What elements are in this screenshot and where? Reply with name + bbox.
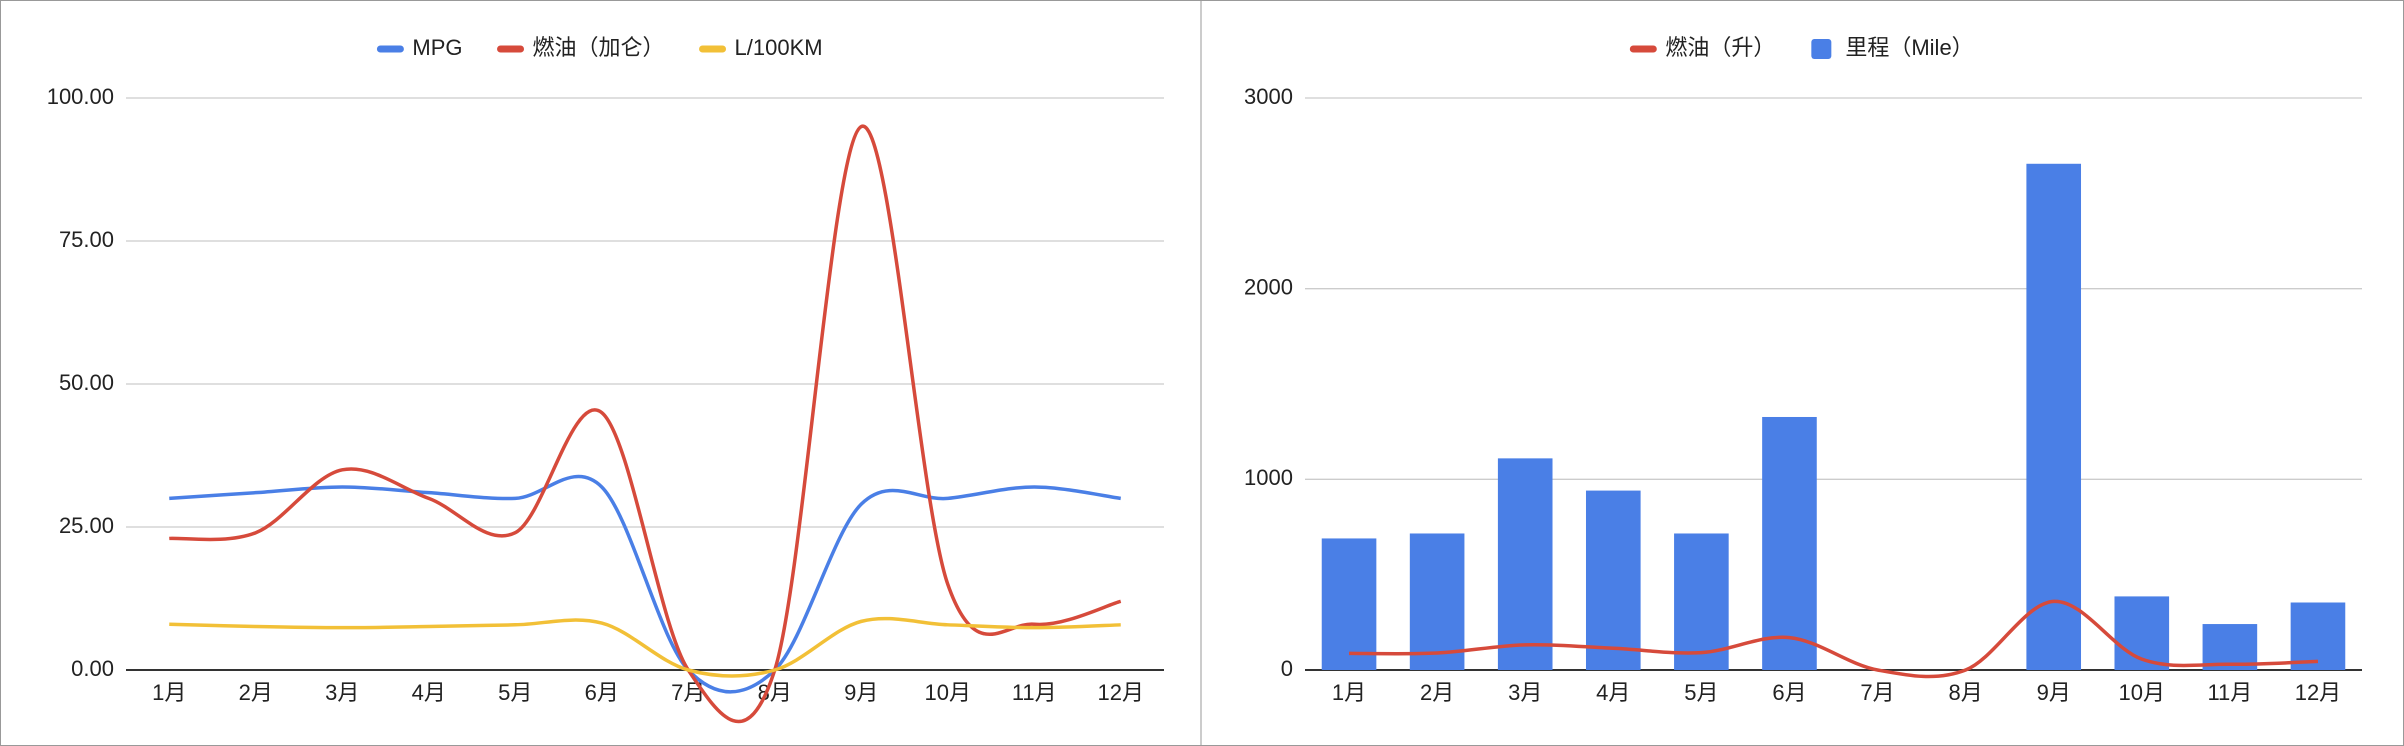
- line: [169, 616, 1121, 678]
- x-tick-label: 9月: [844, 680, 878, 705]
- legend: 燃油（升） 里程（Mile）: [1629, 35, 1974, 60]
- x-tick-label: 9月: [2037, 680, 2071, 705]
- y-tick-label: 75.00: [59, 227, 114, 252]
- y-tick-label: 3000: [1244, 84, 1293, 109]
- x-tick-label: 11月: [2207, 680, 2252, 705]
- legend-label: 燃油（加仑）: [533, 35, 665, 60]
- x-tick-label: 7月: [1860, 680, 1894, 705]
- bar: [2290, 602, 2346, 670]
- line: [169, 474, 1121, 694]
- x-tick-label: 6月: [1772, 680, 1806, 705]
- x-tick-label: 3月: [1508, 680, 1542, 705]
- bar: [1497, 458, 1553, 670]
- x-tick-label: 12月: [2295, 680, 2341, 705]
- bar: [1409, 533, 1465, 670]
- x-tick-label: 1月: [152, 680, 186, 705]
- y-tick-label: 1000: [1244, 465, 1293, 490]
- bar: [1321, 538, 1377, 670]
- x-tick-label: 2月: [239, 680, 273, 705]
- legend: MPG 燃油（加仑） L/100KM: [376, 35, 823, 60]
- line: [1349, 599, 2319, 679]
- legend-label: MPG: [412, 35, 462, 60]
- x-tick-label: 11月: [1012, 680, 1057, 705]
- y-tick-label: 100.00: [47, 84, 114, 109]
- x-tick-label: 1月: [1332, 680, 1366, 705]
- legend-label: L/100KM: [735, 35, 823, 60]
- x-tick-label: 6月: [585, 680, 619, 705]
- x-tick-label: 2月: [1420, 680, 1454, 705]
- x-tick-label: 8月: [1949, 680, 1983, 705]
- y-tick-label: 0: [1281, 656, 1293, 681]
- legend-label: 燃油（升）: [1665, 35, 1775, 60]
- lines: [169, 124, 1122, 724]
- lines: [1349, 599, 2319, 679]
- x-tick-label: 4月: [1596, 680, 1630, 705]
- bar: [1585, 490, 1641, 670]
- y-tick-label: 2000: [1244, 274, 1293, 299]
- x-tick-label: 4月: [412, 680, 446, 705]
- x-tick-label: 12月: [1098, 680, 1144, 705]
- line: [169, 124, 1122, 724]
- x-tick-label: 10月: [925, 680, 971, 705]
- chart: 0 1000 2000 3000 1月 2月 3月 4月 5月 6月 7月 8月 9月 10月 11月 12月…: [1244, 35, 2362, 705]
- x-tick-label: 10月: [2119, 680, 2165, 705]
- bar: [1762, 416, 1817, 670]
- y-tick-label: 0.00: [71, 656, 114, 681]
- y-tick-label: 25.00: [59, 513, 114, 538]
- bar: [2026, 163, 2082, 670]
- bar: [1674, 533, 1729, 670]
- x-tick-label: 5月: [1684, 680, 1718, 705]
- legend-label: 里程（Mile）: [1845, 35, 1973, 60]
- x-tick-label: 7月: [671, 680, 705, 705]
- y-tick-label: 50.00: [59, 370, 114, 395]
- x-tick-label: 5月: [498, 680, 532, 705]
- legend-swatch: [1811, 39, 1832, 59]
- bar: [2202, 624, 2258, 670]
- x-tick-label: 3月: [325, 680, 359, 705]
- bars: [1321, 163, 2346, 670]
